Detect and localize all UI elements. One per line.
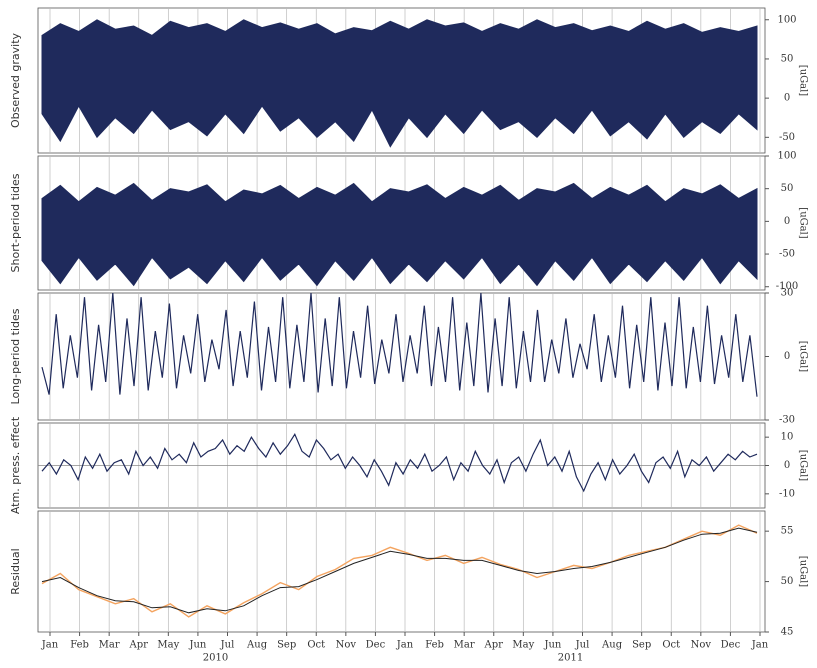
y-tick-label: -50 [779, 249, 795, 260]
y-tick-label: 0 [784, 93, 790, 104]
y-tick-label: 50 [781, 576, 794, 587]
x-tick-label: Oct [307, 640, 325, 651]
y-axis-label: Atm. press. effect [9, 416, 22, 514]
y-tick-label: 0 [784, 216, 790, 227]
y-tick-label: 0 [784, 460, 790, 471]
x-tick-label: Jun [543, 640, 561, 651]
y-tick-label: -50 [779, 132, 795, 143]
x-tick-label: Aug [601, 640, 623, 651]
x-tick-label: Oct [662, 640, 680, 651]
y-tick-label: 10 [781, 432, 794, 443]
y-tick-label: 30 [781, 288, 794, 299]
x-tick-label: Jun [188, 640, 206, 651]
x-tick-label: Dec [366, 640, 386, 651]
y-axis-label: Observed gravity [9, 32, 22, 128]
y-tick-label: 45 [781, 627, 794, 638]
unit-label: [uGal] [798, 341, 809, 372]
x-tick-label: Sep [632, 640, 651, 651]
x-tick-label: Apr [484, 640, 504, 651]
x-tick-label: Feb [425, 640, 444, 651]
x-tick-label: Nov [691, 640, 712, 651]
x-tick-label: Sep [277, 640, 296, 651]
x-tick-label: Aug [246, 640, 268, 651]
x-tick-label: Apr [129, 640, 149, 651]
x-tick-label: Jan [751, 640, 769, 651]
signal-line [41, 292, 758, 397]
panel-frame [37, 510, 766, 633]
x-tick-label: Jul [220, 640, 235, 651]
unit-label: [uGal] [798, 556, 809, 587]
x-tick-label: Jan [41, 640, 59, 651]
panel-frame [37, 292, 766, 421]
y-axis-label: Long-period tides [9, 308, 22, 404]
unit-label: [uGal] [798, 65, 809, 96]
y-tick-label: 50 [781, 183, 794, 194]
y-tick-label: 50 [781, 53, 794, 64]
panel-frame [37, 155, 766, 291]
x-tick-label: May [512, 640, 534, 651]
x-tick-label: Nov [336, 640, 357, 651]
y-tick-label: -10 [779, 488, 795, 499]
series-line [41, 527, 758, 614]
x-tick-label: Mar [99, 640, 120, 651]
y-tick-label: 100 [777, 14, 796, 25]
y-tick-label: 55 [781, 526, 794, 537]
series-line [41, 524, 758, 618]
x-tick-label: Jan [396, 640, 414, 651]
year-label: 2011 [558, 653, 583, 664]
unit-label: [uGal] [798, 450, 809, 481]
x-tick-label: Dec [721, 640, 741, 651]
x-tick-label: Mar [454, 640, 475, 651]
signal-band [41, 19, 758, 148]
x-tick-label: Jul [575, 640, 590, 651]
y-tick-label: 100 [777, 151, 796, 162]
panel-frame [37, 7, 766, 154]
y-axis-label: Short-period tides [9, 173, 22, 272]
x-tick-label: May [157, 640, 179, 651]
y-tick-label: 0 [784, 351, 790, 362]
unit-label: [uGal] [798, 207, 809, 238]
year-label: 2010 [203, 653, 228, 664]
x-tick-label: Feb [70, 640, 89, 651]
y-axis-label: Residual [9, 548, 22, 594]
signal-line [41, 433, 758, 493]
y-tick-label: -30 [779, 415, 795, 426]
y-tick-label: -100 [776, 281, 798, 292]
signal-band [41, 182, 758, 287]
